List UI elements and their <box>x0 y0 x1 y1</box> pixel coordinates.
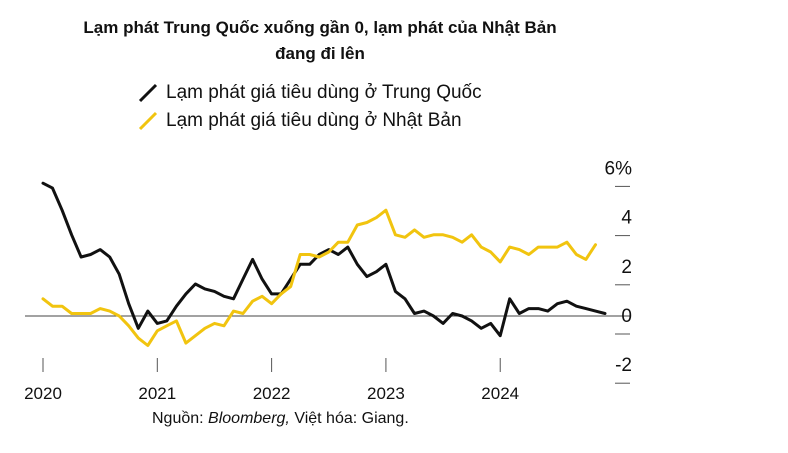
y-tick-label: 6% <box>605 158 633 179</box>
x-tick-label: 2020 <box>24 384 62 403</box>
x-tick-label: 2023 <box>367 384 405 403</box>
legend-entry-china: Lạm phát giá tiêu dùng ở Trung Quốc <box>138 80 482 106</box>
legend-label-japan: Lạm phát giá tiêu dùng ở Nhật Bản <box>166 110 462 131</box>
series-line-japan <box>41 208 597 347</box>
legend-swatch-japan <box>138 111 158 131</box>
y-tick-label: 4 <box>621 208 632 229</box>
legend-swatch-china <box>138 83 158 103</box>
legend-label-china: Lạm phát giá tiêu dùng ở Trung Quốc <box>166 82 482 103</box>
y-tick-label: -2 <box>615 355 632 376</box>
x-tick-label: 2021 <box>138 384 176 403</box>
source-prefix: Nguồn: <box>152 410 209 427</box>
source-suffix: Việt hóa: Giang. <box>289 410 409 427</box>
series-line-china <box>41 181 607 338</box>
y-tick-label: 2 <box>621 257 632 278</box>
legend-entry-japan: Lạm phát giá tiêu dùng ở Nhật Bản <box>138 108 462 134</box>
x-tick-label: 2024 <box>481 384 519 403</box>
chart-title-line-2: đang đi lên <box>275 44 365 63</box>
source-note: Nguồn: Bloomberg, Việt hóa: Giang. <box>152 410 409 428</box>
y-tick-label: 0 <box>621 306 632 327</box>
chart-title-line-1: Lạm phát Trung Quốc xuống gần 0, lạm phá… <box>83 18 557 37</box>
source-italic: Bloomberg, <box>208 410 290 427</box>
x-tick-label: 2022 <box>253 384 291 403</box>
